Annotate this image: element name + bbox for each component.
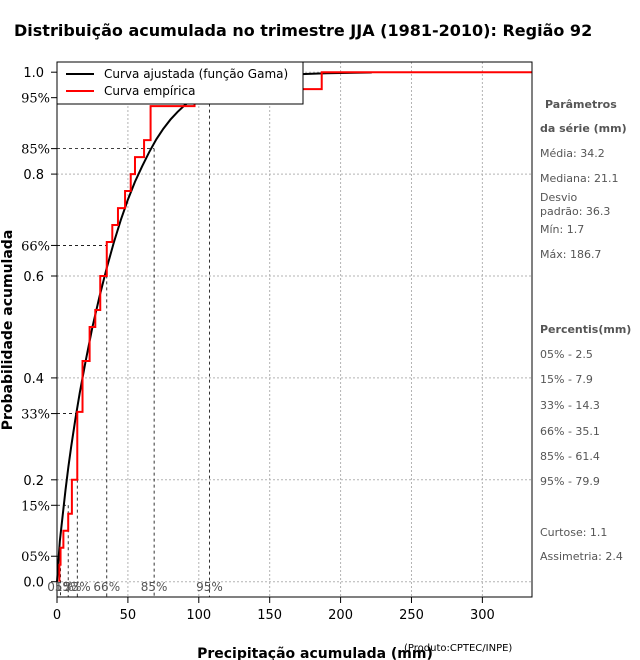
stat-median: Mediana: 21.1 bbox=[540, 172, 618, 185]
empirical-curve-line bbox=[58, 71, 532, 582]
y-tick-label: 0.8 bbox=[23, 168, 44, 183]
y-tick-label: 0.2 bbox=[23, 474, 44, 489]
x-pct-label: 66% bbox=[93, 580, 120, 594]
y-pct-label: 05% bbox=[21, 550, 50, 565]
y-pct-label: 15% bbox=[21, 499, 50, 514]
stat-max: Máx: 186.7 bbox=[540, 248, 601, 261]
legend-label-empirical: Curva empírica bbox=[104, 84, 195, 98]
x-tick-label: 100 bbox=[186, 608, 211, 623]
x-pct-label: 95% bbox=[196, 580, 223, 594]
x-tick-label: 300 bbox=[470, 608, 495, 623]
legend-box bbox=[56, 61, 304, 105]
stat-std-line1: Desvio bbox=[540, 191, 578, 204]
y-tick-label: 1.0 bbox=[23, 66, 44, 81]
y-axis-title: Probabilidade acumulada bbox=[0, 230, 16, 431]
percentile-33: 33% - 14.3 bbox=[540, 399, 600, 412]
y-pct-label: 66% bbox=[21, 239, 50, 254]
params-title-line2: da série (mm) bbox=[540, 122, 627, 135]
gamma-curve-line bbox=[56, 71, 372, 582]
x-tick-label: 200 bbox=[328, 608, 353, 623]
stat-mean: Média: 34.2 bbox=[540, 147, 605, 160]
percentile-95: 95% - 79.9 bbox=[540, 475, 600, 488]
side-panel: Parâmetros da série (mm) Média: 34.2 Med… bbox=[540, 98, 631, 563]
x-pct-label: 05% bbox=[47, 580, 74, 594]
y-tick-label: 0.0 bbox=[23, 576, 44, 591]
legend: Curva ajustada (função Gama) Curva empír… bbox=[56, 61, 304, 105]
x-pct-label: 15% bbox=[55, 580, 82, 594]
y-pct-label: 33% bbox=[21, 408, 50, 423]
percentile-85: 85% - 61.4 bbox=[540, 450, 600, 463]
x-axis-title: Precipitação acumulada (mm) bbox=[197, 646, 433, 660]
stat-std-line2: padrão: 36.3 bbox=[540, 205, 610, 218]
legend-label-gamma: Curva ajustada (função Gama) bbox=[104, 67, 288, 81]
stat-min: Mín: 1.7 bbox=[540, 223, 584, 236]
x-tick-label: 250 bbox=[399, 608, 424, 623]
grid-lines bbox=[56, 62, 532, 597]
x-pct-label: 33% bbox=[64, 580, 91, 594]
percentile-66: 66% - 35.1 bbox=[540, 425, 600, 438]
stat-skewness: Assimetria: 2.4 bbox=[540, 550, 623, 563]
y-tick-label: 0.6 bbox=[23, 270, 44, 285]
chart-title: Distribuição acumulada no trimestre JJA … bbox=[14, 21, 592, 40]
x-tick-label: 150 bbox=[257, 608, 282, 623]
stat-kurtosis: Curtose: 1.1 bbox=[540, 526, 607, 539]
percentiles-title: Percentis(mm) bbox=[540, 323, 631, 336]
x-tick-label: 50 bbox=[120, 608, 137, 623]
percentile-guides bbox=[57, 97, 210, 597]
percentile-05: 05% - 2.5 bbox=[540, 348, 593, 361]
y-pct-label: 85% bbox=[21, 143, 50, 158]
credit-text: (Produto:CPTEC/INPE) bbox=[404, 643, 512, 654]
x-pct-label: 85% bbox=[141, 580, 168, 594]
axes: 0 50 100 150 200 250 3000.00.20.40.60.81.005%1… bbox=[21, 66, 495, 623]
percentile-15: 15% - 7.9 bbox=[540, 373, 593, 386]
x-tick-label: 0 bbox=[53, 608, 61, 623]
params-title-line1: Parâmetros bbox=[545, 98, 617, 111]
y-tick-label: 0.4 bbox=[23, 372, 44, 387]
y-pct-label: 95% bbox=[21, 92, 50, 107]
